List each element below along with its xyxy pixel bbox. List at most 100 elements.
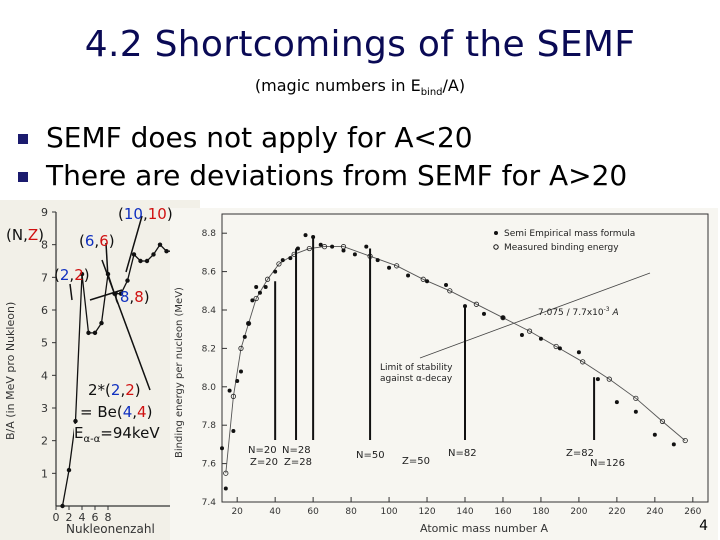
- measured-data-point: [263, 284, 268, 289]
- measured-data-point: [652, 432, 657, 437]
- right-x-tick-label: 140: [456, 507, 473, 517]
- measured-data-point: [280, 258, 285, 263]
- right-y-tick-label: 7.6: [202, 460, 217, 470]
- left-data-point: [131, 252, 137, 257]
- magic-number-lines: [274, 237, 596, 440]
- semf-curve: [225, 246, 686, 474]
- right-x-tick-label: 100: [380, 507, 397, 517]
- measured-data-point: [250, 298, 255, 303]
- left-data-point: [125, 278, 130, 283]
- semf-data-point: [633, 395, 639, 401]
- measured-data-point: [481, 311, 486, 316]
- chart-background: [0, 200, 200, 540]
- left-data-point: [151, 252, 156, 257]
- left-x-tick-label: 6: [92, 511, 99, 524]
- left-x-tick-label: 8: [105, 511, 112, 524]
- stability-annotation: Limit of stability: [380, 363, 453, 373]
- bullet-item: There are deviations from SEMF for A>20: [18, 156, 627, 194]
- right-y-tick-label: 7.4: [202, 498, 217, 508]
- stability-limit-line: [419, 272, 651, 359]
- measured-data-point: [223, 486, 228, 491]
- left-x-tick-label: 2: [66, 511, 73, 524]
- semf-data-point: [553, 343, 559, 350]
- subtitle-text-end: /A): [442, 76, 466, 95]
- measured-data-point: [238, 369, 243, 374]
- right-y-tick-label: 8.6: [202, 268, 217, 278]
- annotation-10-10: (10,10): [118, 205, 173, 223]
- semf-data-point: [606, 376, 612, 382]
- legend-marker: [494, 231, 498, 235]
- annotation-8-8: (8,8): [114, 288, 150, 306]
- annotation-nz: (N,Z): [6, 226, 45, 244]
- magic-label: N=126: [590, 458, 625, 469]
- measured-data-point: [273, 269, 278, 274]
- measured-data-point: [220, 446, 224, 451]
- slide-subtitle: (magic numbers in Ebind/A): [0, 76, 720, 98]
- measured-data-point: [303, 233, 308, 238]
- measured-data-point: [288, 256, 293, 261]
- left-data-point: [66, 467, 72, 473]
- magic-label: Z=50: [402, 456, 430, 467]
- measured-data-point: [341, 248, 346, 253]
- stability-annotation: against α-decay: [380, 374, 453, 384]
- left-data-point: [105, 271, 111, 277]
- right-x-tick-label: 240: [646, 507, 663, 517]
- measured-data-point: [254, 284, 259, 289]
- measured-data-point: [576, 350, 581, 355]
- measured-data-point: [595, 377, 600, 382]
- bullet-text: There are deviations from SEMF for A>20: [46, 158, 628, 192]
- measured-data-point: [235, 379, 240, 384]
- measured-data-point: [633, 409, 638, 414]
- left-data-point: [138, 258, 143, 264]
- semf-data-point: [580, 359, 586, 365]
- measured-data-point: [671, 442, 676, 447]
- left-y-tick-label: 8: [41, 239, 48, 252]
- semf-data-point: [223, 470, 229, 476]
- semf-data-point: [253, 295, 259, 302]
- bullet-square-icon: [18, 134, 28, 144]
- left-x-axis-label: Nukleonenzahl: [66, 522, 155, 536]
- measured-data-point: [614, 400, 619, 405]
- measured-data-point: [557, 346, 562, 351]
- measured-data-point: [500, 315, 505, 320]
- annotation-e-alpha: Eα-α=94keV: [74, 424, 160, 445]
- semf-data-point: [500, 315, 506, 321]
- measured-data-point: [538, 336, 543, 341]
- right-x-tick-label: 20: [231, 507, 243, 517]
- left-data-point: [79, 271, 85, 277]
- measured-data-point: [425, 279, 430, 284]
- magic-label: N=82: [448, 448, 477, 459]
- semf-data-point: [264, 276, 271, 282]
- magic-label: N=20: [248, 445, 277, 456]
- right-x-tick-label: 220: [608, 507, 625, 517]
- right-x-tick-label: 80: [345, 507, 357, 517]
- left-data-point: [92, 330, 98, 336]
- chart-background: [170, 208, 718, 540]
- right-x-tick-label: 40: [269, 507, 281, 517]
- right-y-tick-label: 8.4: [202, 306, 217, 316]
- left-y-tick-label: 2: [41, 435, 48, 448]
- left-y-tick-label: 1: [41, 467, 48, 480]
- magic-label: N=50: [356, 450, 385, 461]
- right-y-tick-label: 8.0: [202, 383, 217, 393]
- subtitle-text: (magic numbers in E: [254, 76, 421, 95]
- right-x-tick-label: 260: [684, 507, 701, 517]
- right-x-axis-label: Atomic mass number A: [420, 522, 549, 535]
- measured-data-point: [444, 283, 449, 288]
- left-data-point: [99, 320, 104, 326]
- legend: Semi Empirical mass formula Measured bin…: [493, 229, 635, 253]
- annotation-be: = Be(4,4): [80, 403, 153, 421]
- measured-data-point: [406, 273, 411, 278]
- magic-label: Z=20: [250, 457, 278, 468]
- measured-data-point: [375, 258, 380, 263]
- measured-data-point: [519, 332, 524, 337]
- binding-energy-chart: 7.4 7.6 7.8 8.0 8.2 8.4 8.6 8.8 20 40 60 80 100 120 14…: [170, 208, 718, 540]
- right-x-tick-label: 180: [532, 507, 549, 517]
- annotation-6-6: (6,6): [79, 232, 115, 250]
- magic-label: N=28: [282, 445, 311, 456]
- right-y-tick-label: 7.8: [202, 421, 217, 431]
- left-y-tick-label: 7: [41, 271, 48, 284]
- legend-entry: Semi Empirical mass formula: [504, 229, 635, 239]
